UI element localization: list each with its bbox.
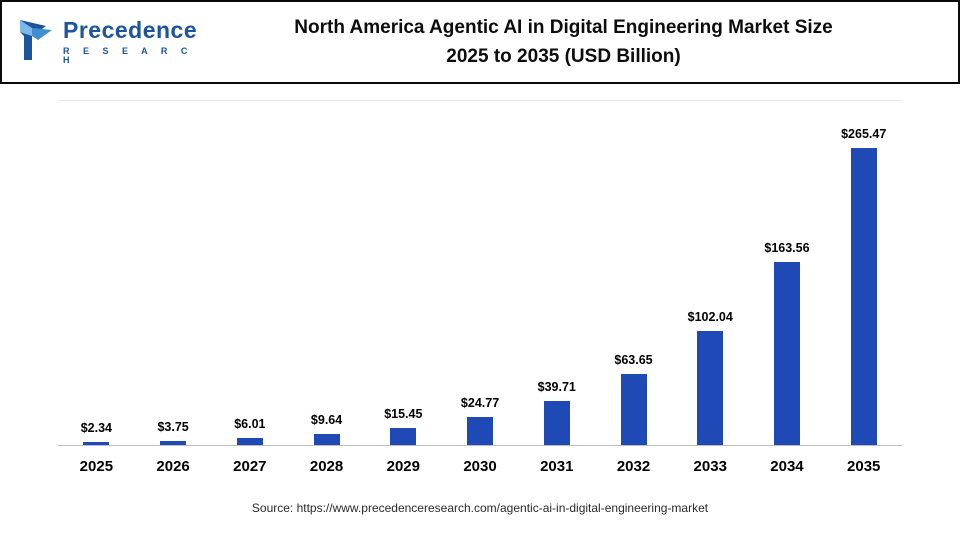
bar (313, 434, 340, 445)
x-axis-label: 2032 (616, 458, 651, 475)
bar (697, 331, 724, 445)
chart-title-line2: 2025 to 2035 (USD Billion) (446, 46, 681, 67)
logo-subname: R E S E A R C H (63, 46, 193, 65)
bar (850, 148, 877, 445)
logo-text: Precedence R E S E A R C H (63, 19, 197, 65)
bar-value-label: $2.34 (80, 421, 112, 435)
bar-value-label: $15.45 (384, 407, 423, 421)
bar-group: $3.75 (135, 101, 212, 445)
bar-group: $63.65 (595, 101, 672, 445)
bar-group: $102.04 (672, 101, 749, 445)
bar-value-label: $265.47 (841, 127, 887, 141)
x-axis-label: 2028 (309, 458, 344, 475)
bar-group: $9.64 (288, 101, 365, 445)
bar-value-label: $9.64 (310, 413, 343, 427)
bar (543, 401, 570, 445)
x-axis-label: 2030 (463, 458, 497, 475)
bar (236, 438, 263, 445)
bar-value-label: $39.71 (537, 380, 576, 394)
bar-value-label: $3.75 (157, 420, 189, 434)
x-axis-label: 2025 (79, 458, 114, 475)
bar (83, 442, 110, 445)
bar-group: $24.77 (442, 101, 519, 445)
bar-value-label: $6.01 (234, 417, 266, 431)
bar (160, 441, 187, 445)
bar-group: $265.47 (825, 101, 902, 445)
bar-group: $15.45 (365, 101, 442, 445)
bar (467, 417, 494, 445)
chart-area: $2.34 $3.75 $6.01 $9.64 $15.45 $24.77 $39.71 $6… (0, 84, 960, 475)
bar-group: $6.01 (211, 101, 288, 445)
bar-group: $2.34 (58, 101, 135, 445)
x-axis: 2025 2026 2027 2028 2029 2030 2031 2032 2033 2034… (58, 446, 902, 475)
bar-value-label: $102.04 (687, 310, 733, 324)
x-axis-label: 2035 (847, 458, 881, 475)
precedence-logo-icon (16, 16, 56, 69)
source-text: Source: https://www.precedenceresearch.c… (251, 501, 709, 515)
precedence-logo: Precedence R E S E A R C H (2, 16, 197, 69)
bar-value-label: $163.56 (764, 241, 810, 255)
x-axis-label: 2034 (770, 458, 804, 475)
bar-group: $39.71 (518, 101, 595, 445)
bar (390, 428, 417, 445)
x-axis-label: 2033 (693, 458, 727, 475)
bar-group: $163.56 (749, 101, 826, 445)
x-axis-label: 2029 (386, 458, 420, 475)
bar-value-label: $24.77 (460, 396, 500, 410)
logo-name: Precedence (63, 17, 198, 43)
bar (620, 374, 647, 445)
chart-title-line1: North America Agentic AI in Digital Engi… (294, 16, 833, 38)
x-axis-label: 2031 (540, 458, 574, 475)
x-axis-label: 2027 (233, 458, 267, 475)
bar-chart-plot: $2.34 $3.75 $6.01 $9.64 $15.45 $24.77 $39.71 $6… (58, 100, 902, 446)
chart-title: North America Agentic AI in Digital Engi… (187, 13, 958, 72)
bar (773, 262, 800, 445)
header: Precedence R E S E A R C H North America… (0, 0, 960, 84)
x-axis-label: 2026 (156, 458, 190, 475)
bar-value-label: $63.65 (614, 353, 653, 367)
